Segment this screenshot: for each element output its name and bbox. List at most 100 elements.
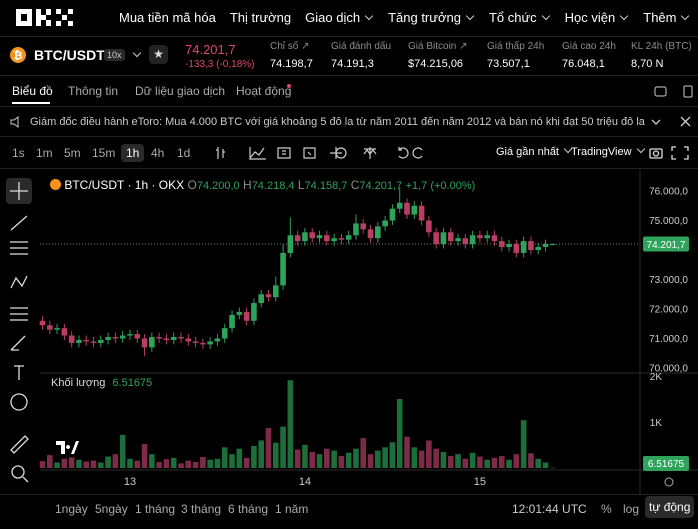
candle-body [178,337,184,339]
volume-bar [178,463,184,468]
range[interactable]: 6 tháng [228,502,269,516]
interval[interactable]: 5m [64,146,81,160]
volume-bar [396,399,403,468]
scale-option[interactable]: % [601,502,612,516]
volume-bar [498,456,505,468]
range[interactable]: 1 tháng [135,502,176,516]
settings-icon[interactable] [664,477,674,487]
volume-bar [426,440,432,468]
volume-bar [404,436,410,468]
volume-bar [469,452,476,468]
candle-body [309,232,316,239]
scale-option-active[interactable]: tự động [645,496,695,518]
view-select[interactable]: TradingView [571,144,646,158]
interval[interactable]: 1s [12,146,25,160]
candle-body [462,238,469,245]
top-nav: Mua tiền mã hóa Thị trường Giao dịch Tăn… [0,0,698,35]
interval[interactable]: 1m [36,146,53,160]
pair[interactable]: BTC/USDT [34,47,105,63]
scale-option[interactable]: log [623,502,640,516]
range[interactable]: 3 tháng [181,502,222,516]
nav-item[interactable]: Thị trường [229,10,292,25]
interval-active[interactable]: 1h [121,144,145,162]
candle-body [39,320,46,326]
candle-body [484,235,490,239]
chart-tools[interactable] [214,144,424,162]
range[interactable]: 5ngày [95,502,128,516]
candle-body [440,232,447,245]
stat-label: Chỉ số [270,41,299,52]
stat-value: 76.048,1 [562,58,605,70]
stat-label: Giá Bitcoin [408,41,457,52]
chart-actions[interactable] [648,145,694,161]
nav-item[interactable]: Tăng trưởng [388,10,475,25]
announcement-controls[interactable] [650,116,694,128]
volume-bar [309,451,316,468]
volume-bar [200,456,206,468]
volume-bar [90,460,97,468]
nav-item[interactable]: Mua tiền mã hóa [119,10,216,25]
volume-bar [68,457,75,468]
legend-value: 74.201,7 [359,180,403,192]
volume-bar [367,454,374,468]
candle-body [542,244,549,248]
candle-body [61,328,68,336]
volume-bar [506,459,512,468]
candle-body [149,337,155,348]
range[interactable]: 1ngày [55,502,88,516]
candle-body [353,223,359,236]
nav-item[interactable]: Học viện [565,10,630,25]
price-mode-label: Giá gần nhất [496,146,559,158]
volume-bar [134,460,141,468]
candle-body [389,208,396,221]
volume-bar [149,454,155,468]
volume-bar [302,445,308,468]
stat-label: Giá đánh dấu [331,41,392,52]
range[interactable]: 1 năm [275,502,309,516]
nav-item[interactable]: Thêm [643,10,690,25]
tab[interactable]: Dữ liệu giao dịch [135,84,226,98]
nav-item[interactable]: Tổ chức [489,10,551,25]
tab-active[interactable]: Biểu đồ [12,84,53,98]
stat-label: Giá cao 24h [562,41,616,52]
candle-body [418,205,425,221]
stat: KL 24h (BTC) 8,70 N [631,41,692,70]
tab[interactable]: Hoạt động [236,84,292,98]
volume-bar [484,459,490,468]
nav-label: Thêm [643,10,677,25]
tab[interactable]: Thông tin [68,84,119,98]
candle-body [324,235,330,242]
notification-dot [287,84,291,88]
volume-tag-bg [643,456,689,471]
favorite-button[interactable]: ★ [149,45,168,64]
divider [0,75,698,76]
layout-icons[interactable] [654,85,694,99]
logo[interactable] [16,9,80,26]
stat-label: KL 24h (BTC) [631,41,692,52]
candle-body [498,241,505,248]
candle-body [506,244,512,248]
nav-menu: Mua tiền mã hóa Thị trường Giao dịch Tăn… [119,10,690,25]
candle-body [170,337,177,340]
nav-item[interactable]: Giao dịch [305,10,374,25]
volume-bar [192,462,199,468]
svg-text:₿: ₿ [14,50,23,62]
volume-bar [338,456,345,468]
interval[interactable]: 4h [151,146,165,160]
volume-tag: 6.51675 [648,459,685,470]
divider [0,36,698,37]
interval[interactable]: 1d [177,146,191,160]
volume-bar [280,426,286,468]
volume-bar [550,467,556,469]
price-mode[interactable]: Giá gần nhất [496,144,573,158]
candle-body [251,303,257,321]
interval[interactable]: 15m [92,146,116,160]
stat: Giá cao 24h 76.048,1 [562,41,616,70]
drawing-toolbar[interactable] [0,170,38,490]
candle-body [207,341,213,345]
announcement[interactable]: Giám đốc điều hành eToro: Mua 4.000 BTC … [30,116,645,128]
volume-bar [287,380,294,468]
candle-body [46,325,53,330]
nav-label: Tăng trưởng [388,10,461,25]
